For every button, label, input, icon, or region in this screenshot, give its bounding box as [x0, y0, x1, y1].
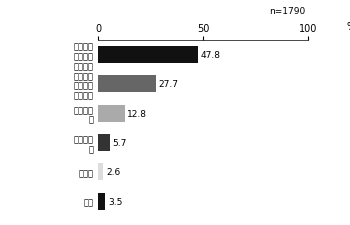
Text: 47.8: 47.8 [201, 51, 221, 60]
Text: 3.5: 3.5 [108, 197, 122, 206]
Bar [98, 105, 125, 122]
Bar [98, 134, 110, 151]
Text: %: % [347, 22, 350, 32]
Text: 27.7: 27.7 [159, 80, 179, 89]
Text: 5.7: 5.7 [112, 138, 127, 147]
Bar [98, 47, 198, 64]
Text: 2.6: 2.6 [106, 168, 120, 177]
Bar [98, 193, 105, 210]
Bar [98, 76, 156, 93]
Bar [98, 164, 104, 181]
Text: n=1790: n=1790 [269, 7, 305, 16]
Text: 12.8: 12.8 [127, 109, 147, 118]
